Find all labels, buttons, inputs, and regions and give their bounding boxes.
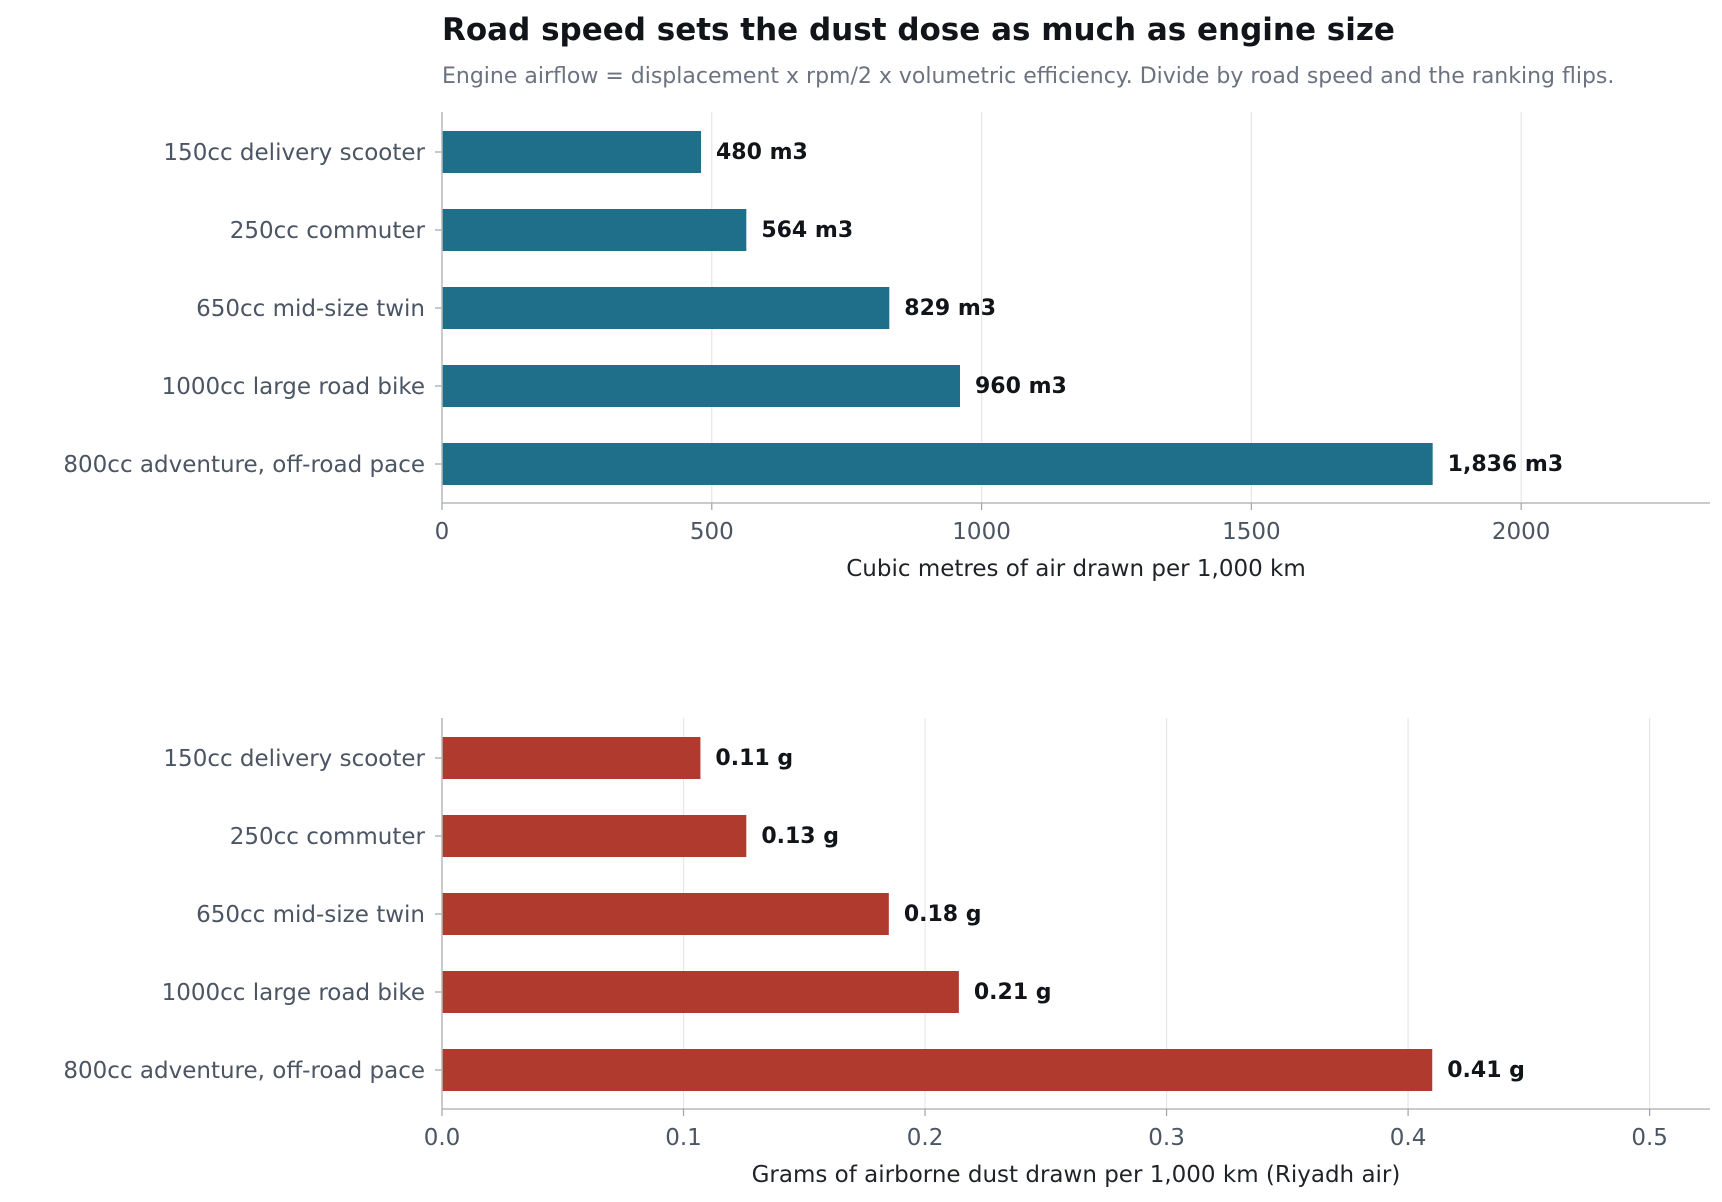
x-tick-label: 2000 bbox=[1492, 519, 1551, 545]
x-tick-label: 0 bbox=[435, 519, 450, 545]
category-label: 800cc adventure, off-road pace bbox=[63, 1058, 425, 1084]
bar bbox=[442, 737, 701, 779]
bar bbox=[442, 365, 960, 407]
data-label: 564 m3 bbox=[761, 218, 853, 243]
chart-title: Road speed sets the dust dose as much as… bbox=[442, 12, 1395, 48]
bar bbox=[442, 971, 959, 1013]
x-tick-label: 500 bbox=[690, 519, 734, 545]
data-label: 480 m3 bbox=[716, 140, 808, 165]
chart-subtitle: Engine airflow = displacement x rpm/2 x … bbox=[442, 64, 1615, 89]
data-label: 829 m3 bbox=[904, 296, 996, 321]
data-label: 0.41 g bbox=[1447, 1058, 1525, 1083]
bar bbox=[442, 893, 889, 935]
x-tick-label: 0.2 bbox=[907, 1125, 944, 1151]
x-tick-label: 0.1 bbox=[665, 1125, 702, 1151]
x-tick-label: 1500 bbox=[1222, 519, 1281, 545]
category-label: 150cc delivery scooter bbox=[163, 746, 425, 772]
bar bbox=[442, 131, 701, 173]
category-label: 150cc delivery scooter bbox=[163, 140, 425, 166]
x-tick-label: 0.0 bbox=[424, 1125, 461, 1151]
category-label: 250cc commuter bbox=[230, 218, 426, 244]
data-label: 0.18 g bbox=[904, 902, 982, 927]
data-label: 0.11 g bbox=[715, 746, 793, 771]
x-tick-label: 0.4 bbox=[1390, 1125, 1427, 1151]
category-label: 800cc adventure, off-road pace bbox=[63, 452, 425, 478]
x-tick-label: 0.3 bbox=[1148, 1125, 1185, 1151]
bar bbox=[442, 815, 747, 857]
x-tick-label: 1000 bbox=[952, 519, 1011, 545]
data-label: 0.21 g bbox=[974, 980, 1052, 1005]
x-axis-label: Cubic metres of air drawn per 1,000 km bbox=[846, 556, 1306, 582]
bar bbox=[442, 209, 747, 251]
data-label: 960 m3 bbox=[975, 374, 1067, 399]
category-label: 1000cc large road bike bbox=[162, 980, 425, 1006]
bar bbox=[442, 1049, 1433, 1091]
bar bbox=[442, 443, 1433, 485]
category-label: 650cc mid-size twin bbox=[196, 296, 425, 322]
airflow-bar-chart: 480 m3 150cc delivery scooter 564 m3 250cc … bbox=[63, 112, 1710, 582]
data-label: 1,836 m3 bbox=[1448, 452, 1563, 477]
category-label: 650cc mid-size twin bbox=[196, 902, 425, 928]
x-tick-label: 0.5 bbox=[1631, 1125, 1668, 1151]
category-label: 1000cc large road bike bbox=[162, 374, 425, 400]
category-label: 250cc commuter bbox=[230, 824, 426, 850]
dust-bar-chart: 0.11 g 150cc delivery scooter 0.13 g 250cc … bbox=[63, 718, 1710, 1188]
x-axis-label: Grams of airborne dust drawn per 1,000 k… bbox=[752, 1162, 1401, 1188]
bar bbox=[442, 287, 890, 329]
data-label: 0.13 g bbox=[761, 824, 839, 849]
